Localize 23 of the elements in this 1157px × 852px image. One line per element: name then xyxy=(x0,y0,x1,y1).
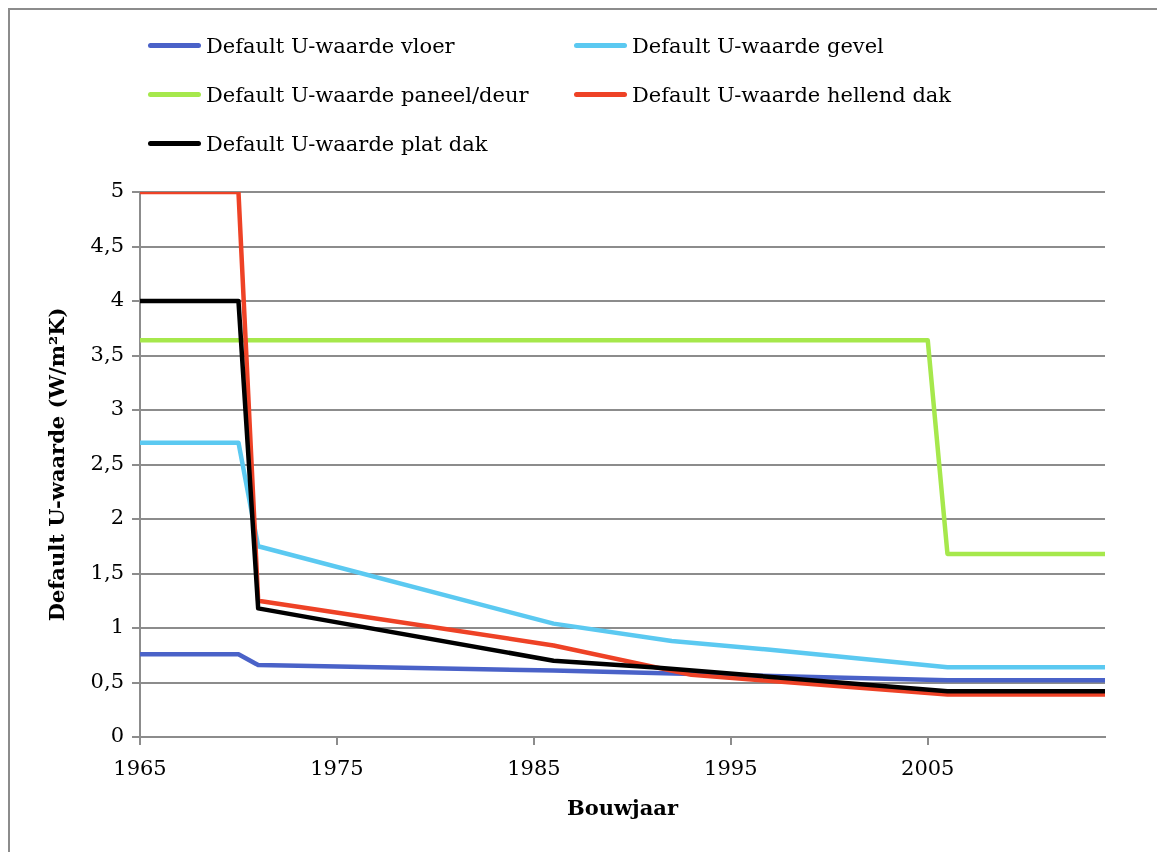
y-tick-label: 3,5 xyxy=(90,341,124,366)
legend-label: Default U-waarde plat dak xyxy=(206,131,488,156)
y-tick-label: 1,5 xyxy=(90,559,124,584)
y-tick-label: 3 xyxy=(110,396,124,421)
y-tick-label: 1 xyxy=(110,614,124,639)
legend-label: Default U-waarde paneel/deur xyxy=(206,82,529,107)
x-tick-label: 1975 xyxy=(310,756,364,781)
x-tick-label: 1995 xyxy=(704,756,758,781)
y-tick-label: 0 xyxy=(110,723,124,748)
y-tick-label: 2,5 xyxy=(90,450,124,475)
x-tick-label: 1985 xyxy=(507,756,561,781)
y-tick-label: 4,5 xyxy=(90,232,124,257)
legend-label: Default U-waarde gevel xyxy=(632,33,884,58)
x-tick-label: 2005 xyxy=(901,756,955,781)
y-tick-label: 0,5 xyxy=(90,668,124,693)
x-axis-title: Bouwjaar xyxy=(567,794,679,820)
x-tick-label: 1965 xyxy=(113,756,167,781)
y-tick-label: 4 xyxy=(110,287,124,312)
y-tick-label: 2 xyxy=(110,505,124,530)
legend-label: Default U-waarde vloer xyxy=(206,33,455,58)
y-tick-label: 5 xyxy=(110,178,124,203)
y-axis-title: Default U-waarde (W/m²K) xyxy=(44,307,70,622)
legend-label: Default U-waarde hellend dak xyxy=(632,82,952,107)
